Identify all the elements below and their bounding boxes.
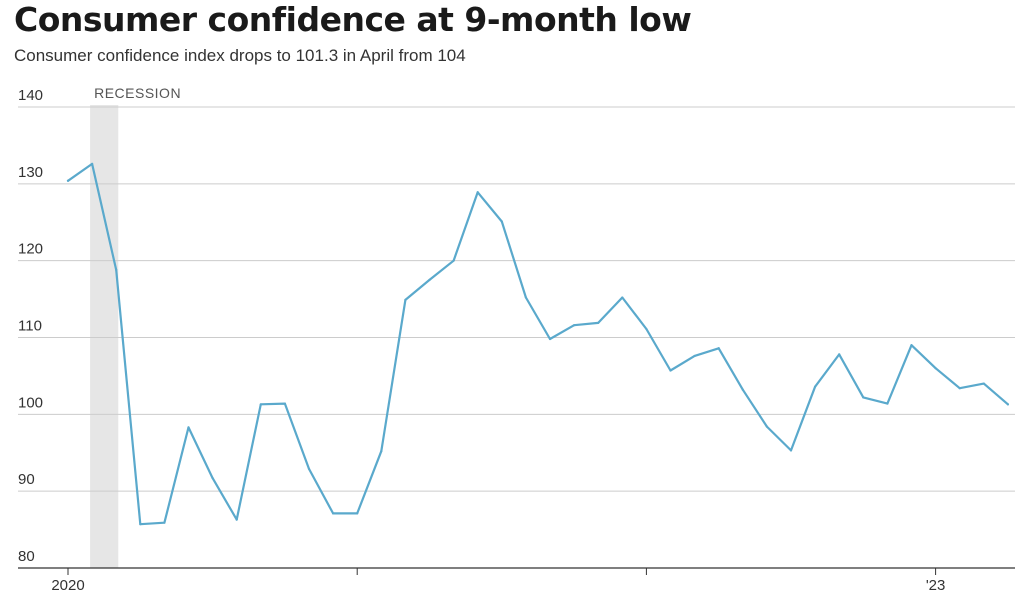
data-point-23 [621, 296, 624, 299]
data-point-31 [814, 385, 817, 388]
data-point-35 [910, 344, 913, 347]
data-point-24 [645, 327, 648, 331]
recession-label: RECESSION [94, 85, 181, 101]
data-point-19 [524, 296, 528, 299]
data-point-0 [66, 179, 70, 182]
y-tick-label-100: 100 [18, 394, 43, 411]
chart-subtitle: Consumer confidence index drops to 101.3… [14, 46, 466, 65]
data-point-2 [115, 268, 118, 271]
data-point-12 [356, 512, 359, 515]
x-tick-label-0: 2020 [51, 577, 84, 594]
data-point-3 [139, 523, 142, 526]
data-point-39 [1006, 403, 1010, 406]
y-tick-label-90: 90 [18, 471, 35, 488]
data-point-25 [669, 369, 672, 372]
data-point-32 [838, 353, 841, 356]
data-point-13 [380, 450, 383, 453]
data-point-15 [428, 278, 431, 281]
data-point-14 [404, 298, 407, 301]
data-point-36 [934, 367, 937, 370]
data-point-27 [717, 347, 720, 350]
x-tick-label-36: '23 [926, 577, 946, 594]
data-point-17 [476, 191, 479, 194]
data-point-8 [259, 403, 262, 406]
y-tick-label-120: 120 [18, 241, 43, 258]
data-point-30 [789, 449, 793, 452]
data-point-10 [307, 467, 311, 470]
data-point-26 [693, 354, 696, 358]
data-point-33 [862, 396, 865, 399]
data-point-29 [765, 425, 769, 428]
data-point-5 [187, 426, 190, 429]
y-tick-label-110: 110 [18, 318, 42, 335]
data-point-22 [597, 321, 600, 325]
data-point-28 [741, 388, 744, 391]
data-point-4 [163, 521, 166, 524]
data-point-18 [500, 220, 503, 223]
data-point-16 [452, 259, 455, 262]
data-point-6 [211, 477, 214, 480]
series-line-0 [66, 162, 1010, 526]
data-point-9 [283, 402, 286, 405]
chart-title: Consumer confidence at 9-month low [14, 0, 692, 39]
data-point-11 [332, 512, 335, 515]
data-point-34 [886, 402, 889, 405]
data-point-20 [548, 337, 552, 341]
data-point-37 [958, 387, 961, 390]
y-tick-label-80: 80 [18, 548, 35, 565]
data-point-21 [573, 324, 576, 327]
data-point-1 [91, 162, 94, 165]
data-point-7 [235, 518, 238, 521]
y-tick-label-140: 140 [18, 87, 43, 104]
data-point-38 [982, 382, 985, 385]
y-tick-label-130: 130 [18, 164, 43, 181]
